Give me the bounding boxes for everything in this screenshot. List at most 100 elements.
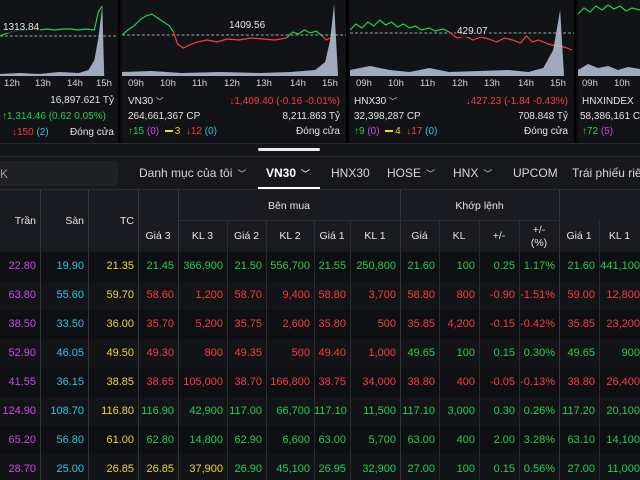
table-cell: 400 <box>456 434 475 446</box>
time-axis-tick: 10h <box>388 78 404 89</box>
unchanged-icon <box>385 130 394 133</box>
time-axis-tick: 14h <box>518 78 534 89</box>
floor-count: (0) <box>425 126 438 137</box>
column-divider <box>400 190 401 480</box>
table-cell: 900 <box>621 347 640 359</box>
tab-vn30[interactable]: VN30 ﹀ <box>266 166 310 180</box>
tab-upcom[interactable]: UPCOM <box>513 166 558 180</box>
column-header[interactable]: Trần <box>14 215 36 227</box>
table-row[interactable]: 124.90 108.70 116.80 116.90 42,900 117.00 66,7… <box>0 397 640 426</box>
column-header[interactable]: KL 2 <box>279 230 301 242</box>
table-cell: 26.85 <box>146 463 174 475</box>
table-row[interactable]: 41.55 36.15 38.85 38.65 105,000 38.70 166,800 3… <box>0 368 640 397</box>
decline-count: ↓150 <box>12 127 34 138</box>
time-axis-tick: 15h <box>550 78 566 89</box>
table-cell: -0.05 <box>489 376 515 388</box>
table-cell: 26,400 <box>606 376 640 388</box>
group-header-match: Khớp lệnh <box>455 200 504 212</box>
advance-count: ↑72 <box>582 126 599 137</box>
column-header[interactable]: Giá <box>411 230 428 242</box>
time-axis-tick: 13h <box>256 78 272 89</box>
table-cell: 2.00 <box>493 434 515 446</box>
search-input[interactable]: K <box>0 161 118 186</box>
index-card-hnxindex[interactable]: 09h 10h HNXINDEX 58,386,161 C ↑72 (5) <box>578 0 640 143</box>
index-card-vn30[interactable]: 1409.56 09h 10h 11h 12h 13h 14h 15h VN30… <box>122 0 348 143</box>
column-header[interactable]: Giá 3 <box>145 230 171 242</box>
table-row[interactable]: 65.20 56.80 61.00 62.80 14,800 62.90 6,600 63.0… <box>0 426 640 455</box>
table-row[interactable]: 22.80 19.90 21.35 21.45 366,900 21.50 556,700 2… <box>0 252 640 281</box>
column-header[interactable]: Sàn <box>65 215 84 227</box>
market-status: Đóng cửa <box>524 126 568 137</box>
time-axis-tick: 10h <box>160 78 176 89</box>
table-cell: 35.85 <box>567 318 595 330</box>
table-row[interactable]: 28.70 25.00 26.85 26.85 37,900 26.90 45,100 26.… <box>0 455 640 480</box>
table-cell: 35.70 <box>146 318 174 330</box>
table-cell: 6,600 <box>282 434 310 446</box>
index-card-vnindex[interactable]: 1313.84 12h 13h 14h 15h 16,897.621 Tỷ ↑1… <box>0 0 120 143</box>
table-cell: 2,600 <box>282 318 310 330</box>
index-breadth: ↑9 (0) 4 ↓17 (0) <box>354 126 437 137</box>
ceiling-count: (5) <box>600 126 614 137</box>
watchlist-tabs-bar: K Danh mục của tôi ﹀ VN30 ﹀ HNX30 HOSE ﹀ HNX ﹀ UP… <box>0 157 640 190</box>
advance-count: ↑15 <box>128 126 145 137</box>
table-cell: 800 <box>456 289 475 301</box>
unchanged-icon <box>164 130 173 133</box>
column-divider <box>88 190 89 480</box>
tab-tr-i-phi-u-ri-[interactable]: Trái phiếu riê <box>572 166 640 180</box>
chevron-down-icon[interactable]: ﹀ <box>389 97 398 106</box>
table-cell: 3,000 <box>447 405 475 417</box>
column-header[interactable]: +/- (%) <box>530 224 548 249</box>
column-divider <box>266 221 267 480</box>
decline-count: ↓12 <box>185 126 202 137</box>
table-row[interactable]: 52.90 46.05 49.50 49.30 800 49.35 500 49.40 1,00… <box>0 339 640 368</box>
table-cell: 52.90 <box>8 347 36 359</box>
tab-danh-m-c-c-a-t-i[interactable]: Danh mục của tôi ﹀ <box>139 166 246 180</box>
column-divider <box>559 190 560 480</box>
table-cell: 38.75 <box>318 376 346 388</box>
table-cell: 21.55 <box>318 260 346 272</box>
column-header[interactable]: Giá 1 <box>319 230 345 242</box>
column-header[interactable]: KL <box>452 230 466 242</box>
column-header[interactable]: KL 1 <box>364 230 386 242</box>
drag-handle[interactable] <box>258 148 320 151</box>
chevron-down-icon[interactable]: ﹀ <box>155 97 164 106</box>
table-cell: 3.28% <box>523 434 555 446</box>
table-cell: 108.70 <box>50 405 84 417</box>
tab-hose[interactable]: HOSE ﹀ <box>387 166 435 180</box>
tab-hnx[interactable]: HNX ﹀ <box>453 166 492 180</box>
table-cell: 0.15 <box>493 347 515 359</box>
table-row[interactable]: 63.80 55.60 59.70 58.60 1,200 58.70 9,400 58.80… <box>0 281 640 310</box>
tab-label: Danh mục của tôi <box>139 166 233 180</box>
index-card-hnx30[interactable]: 429.07 09h 10h 11h 12h 13h 14h 15h HNX30… <box>350 0 576 143</box>
column-header[interactable]: KL 3 <box>191 230 214 242</box>
column-header[interactable]: Giá 2 <box>233 230 260 242</box>
table-cell: 36.15 <box>56 376 84 388</box>
table-cell: 38.85 <box>106 376 134 388</box>
table-cell: 116.90 <box>141 405 174 417</box>
table-cell: 63.80 <box>8 289 36 301</box>
table-cell: 61.00 <box>106 434 134 446</box>
column-header[interactable]: TC <box>120 215 134 227</box>
table-cell: 38.70 <box>234 376 262 388</box>
table-cell: 49.65 <box>567 347 595 359</box>
table-cell: 46.05 <box>56 347 84 359</box>
table-cell: 59.00 <box>567 289 595 301</box>
column-header[interactable]: Giá 1 <box>566 230 592 242</box>
column-header[interactable]: +/- <box>492 230 506 242</box>
tab-hnx30[interactable]: HNX30 <box>331 166 370 180</box>
table-cell: 38.80 <box>407 376 435 388</box>
column-header[interactable]: KL 1 <box>608 230 631 242</box>
table-cell: 62.80 <box>146 434 174 446</box>
table-cell: 14,800 <box>189 434 223 446</box>
table-cell: 49.35 <box>234 347 262 359</box>
table-cell: 27.00 <box>567 463 595 475</box>
floor-count: (0) <box>204 126 217 137</box>
table-cell: 20,100 <box>606 405 640 417</box>
table-cell: 4,200 <box>447 318 475 330</box>
table-cell: 65.20 <box>8 434 36 446</box>
table-row[interactable]: 38.50 33.50 36.00 35.70 5,200 35.75 2,600 35.80… <box>0 310 640 339</box>
index-intraday-chart <box>122 4 346 76</box>
panel-divider <box>0 143 640 157</box>
table-cell: 0.15 <box>493 463 515 475</box>
time-axis-tick: 13h <box>484 78 500 89</box>
